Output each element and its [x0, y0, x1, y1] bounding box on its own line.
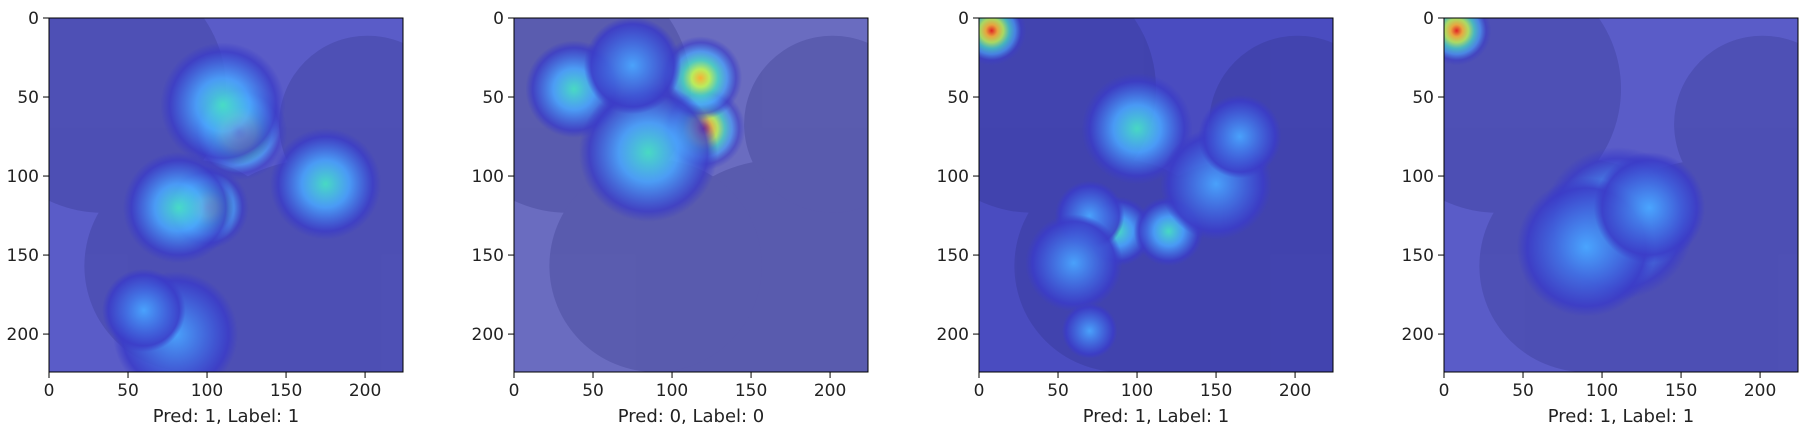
heat-hotspot	[1198, 94, 1282, 179]
x-tick-label: 200	[814, 381, 846, 401]
heatmap-layer	[979, 18, 1282, 359]
heatmap-layer	[525, 18, 746, 222]
x-tick-label: 50	[1047, 381, 1069, 401]
y-tick-label: 50	[1412, 88, 1434, 108]
y-tick-label: 0	[958, 9, 969, 29]
heat-hotspot	[979, 18, 1027, 66]
y-tick-label: 200	[1402, 325, 1434, 345]
subplot-1: 0 50 100 150 200 0 50 100 150 200 Pred: 1, Label: …	[7, 9, 404, 427]
heat-hotspot	[269, 128, 382, 240]
x-tick-label: 150	[1200, 381, 1232, 401]
x-tick-label: 0	[974, 381, 985, 401]
x-tick-label: 50	[1512, 381, 1534, 401]
y-tick-label: 200	[937, 325, 969, 345]
x-tick-label: 100	[1586, 381, 1618, 401]
y-tick-label: 200	[7, 325, 39, 345]
x-tick-label: 200	[1744, 381, 1776, 401]
texture-blob	[549, 159, 762, 372]
heat-hotspot	[160, 42, 286, 168]
x-tick-label: 0	[1439, 381, 1450, 401]
axes-frame	[1443, 17, 1799, 373]
x-tick-label: 0	[509, 381, 520, 401]
texture-blob	[637, 159, 868, 372]
x-tick-label: 50	[582, 381, 604, 401]
y-tick-label: 0	[28, 9, 39, 29]
heat-hotspot	[102, 268, 186, 353]
x-tick-label: 200	[349, 381, 381, 401]
x-axis-label: Pred: 1, Label: 1	[1548, 406, 1695, 427]
heat-hotspot	[1593, 152, 1706, 264]
heat-hotspot	[1444, 18, 1492, 66]
x-axis-label: Pred: 0, Label: 0	[618, 406, 765, 427]
heat-hotspot	[122, 152, 235, 264]
subplot-2: 0 50 100 150 200 0 50 100 150 200 Pred: 0, Label: …	[472, 9, 869, 427]
y-tick-label: 150	[1402, 246, 1434, 266]
texture-blob	[1674, 35, 1798, 213]
y-tick-label: 0	[1423, 9, 1434, 29]
x-axis-label: Pred: 1, Label: 1	[153, 406, 300, 427]
x-tick-label: 0	[44, 381, 55, 401]
heat-hotspot	[583, 18, 682, 115]
axes-frame	[48, 17, 404, 373]
x-tick-label: 100	[1121, 381, 1153, 401]
y-tick-label: 0	[493, 9, 504, 29]
x-tick-label: 150	[735, 381, 767, 401]
y-tick-label: 50	[482, 88, 504, 108]
axes-frame	[513, 17, 869, 373]
y-tick-label: 100	[1402, 167, 1434, 187]
y-tick-label: 100	[937, 167, 969, 187]
x-tick-label: 100	[191, 381, 223, 401]
x-tick-label: 200	[1279, 381, 1311, 401]
y-tick-label: 150	[7, 246, 39, 266]
y-tick-label: 100	[7, 167, 39, 187]
heat-hotspot	[578, 82, 718, 222]
heat-hotspot	[1061, 303, 1118, 359]
x-tick-label: 150	[270, 381, 302, 401]
texture-blob	[744, 35, 868, 213]
y-tick-label: 50	[947, 88, 969, 108]
x-axis-label: Pred: 1, Label: 1	[1083, 406, 1230, 427]
y-tick-label: 100	[472, 167, 504, 187]
y-tick-label: 50	[17, 88, 39, 108]
heatmap-layer	[1444, 18, 1706, 317]
y-tick-label: 150	[472, 246, 504, 266]
x-tick-label: 50	[117, 381, 139, 401]
subplot-3: 0 50 100 150 200 0 50 100 150 200 Pred: 1, Label: …	[937, 9, 1334, 427]
y-tick-label: 200	[472, 325, 504, 345]
heat-hotspot	[1081, 72, 1193, 185]
subplot-4: 0 50 100 150 200 0 50 100 150 200 Pred: 1, Label: …	[1402, 9, 1799, 427]
axes-frame	[978, 17, 1334, 373]
x-tick-label: 150	[1665, 381, 1697, 401]
heatmap-layer	[102, 42, 382, 372]
x-tick-label: 100	[656, 381, 688, 401]
heat-hotspot	[1025, 214, 1123, 312]
y-tick-label: 150	[937, 246, 969, 266]
